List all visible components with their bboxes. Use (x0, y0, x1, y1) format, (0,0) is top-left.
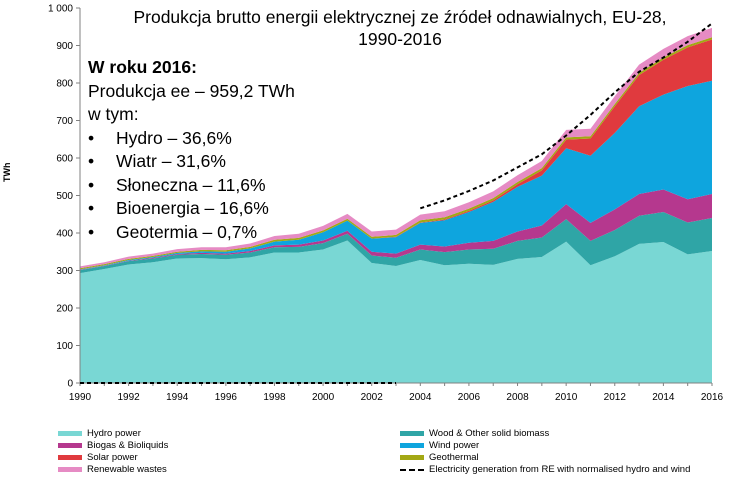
chart-title: Produkcja brutto energii elektrycznej ze… (90, 6, 710, 50)
legend-label: Geothermal (429, 452, 479, 463)
x-tick-label: 1994 (166, 392, 189, 403)
x-tick-label: 1998 (263, 392, 286, 403)
bullet-icon: • (88, 221, 95, 242)
x-tick-label: 2016 (701, 392, 724, 403)
chart-legend: Hydro power Wood & Other solid biomass B… (0, 422, 732, 478)
callout-item: • Geotermia – 0,7% (88, 221, 295, 245)
x-tick-label: 1992 (117, 392, 140, 403)
legend-label: Wind power (429, 440, 480, 451)
callout-item-solar: Słoneczna – 11,6% (116, 174, 266, 195)
legend-entry-renewable-wastes: Renewable wastes (58, 464, 167, 475)
legend-label: Solar power (87, 452, 138, 463)
legend-swatch (58, 467, 82, 472)
y-axis-label: TWh (2, 162, 12, 183)
y-tick-label: 1 000 (48, 4, 73, 15)
callout-item-wind: Wiatr – 31,6% (116, 151, 226, 171)
area-series-0 (80, 240, 712, 383)
x-tick-label: 2000 (312, 392, 335, 403)
y-tick-label: 0 (67, 379, 73, 390)
legend-entry-hydro: Hydro power (58, 428, 141, 439)
callout-item: • Wiatr – 31,6% (88, 150, 295, 174)
x-tick-label: 2008 (506, 392, 529, 403)
legend-label: Hydro power (87, 428, 141, 439)
legend-swatch (58, 443, 82, 448)
callout-item-bioenergy: Bioenergia – 16,6% (116, 198, 269, 218)
legend-entry-geothermal: Geothermal (400, 452, 479, 463)
legend-swatch (400, 455, 424, 460)
bullet-icon: • (88, 198, 95, 218)
area-series-2 (80, 189, 712, 271)
x-tick-label: 2006 (458, 392, 481, 403)
line-series (80, 22, 713, 384)
chart-title-line1: Produkcja brutto energii elektrycznej ze… (133, 7, 667, 27)
area-series-3 (80, 80, 712, 270)
x-tick-label: 2014 (652, 392, 675, 403)
legend-dash (400, 468, 424, 471)
legend-label: Wood & Other solid biomass (429, 428, 550, 439)
legend-label: Renewable wastes (87, 464, 167, 475)
bullet-icon: • (88, 151, 95, 171)
line-series-normalised (419, 22, 713, 210)
callout-total: Produkcja ee – 959,2 TWh (88, 80, 295, 101)
y-tick-label: 600 (56, 154, 73, 165)
stacked-areas (80, 27, 712, 383)
y-tick-label: 900 (56, 41, 73, 52)
x-tick-label: 2004 (409, 392, 432, 403)
callout-item-geothermal: Geotermia – 0,7% (116, 221, 258, 242)
callout-item: • Słoneczna – 11,6% (88, 174, 295, 198)
legend-label: Electricity generation from RE with norm… (429, 464, 691, 475)
y-tick-label: 800 (56, 79, 73, 90)
y-tick-label: 100 (56, 341, 73, 352)
legend-swatch (400, 431, 424, 436)
legend-entry-normalised-line: Electricity generation from RE with norm… (400, 464, 690, 475)
legend-swatch (58, 431, 82, 436)
callout-item: • Hydro – 36,6% (88, 127, 295, 151)
y-tick-label: 200 (56, 304, 73, 315)
y-tick-label: 400 (56, 229, 73, 240)
legend-swatch (58, 455, 82, 460)
legend-swatch (400, 443, 424, 448)
x-tick-label: 1996 (215, 392, 238, 403)
callout-item-hydro: Hydro – 36,6% (116, 127, 232, 148)
x-tick-label: 2002 (361, 392, 384, 403)
y-tick-label: 300 (56, 266, 73, 277)
callout-item: • Bioenergia – 16,6% (88, 197, 295, 221)
y-tick-label: 700 (56, 116, 73, 127)
x-tick-label: 1990 (69, 392, 92, 403)
y-tick-label: 500 (56, 191, 73, 202)
chart-title-line2: 1990-2016 (358, 29, 442, 49)
legend-entry-wood-biomass: Wood & Other solid biomass (400, 428, 549, 439)
x-tick-label: 2010 (555, 392, 578, 403)
callout-heading: W roku 2016: (88, 57, 197, 77)
area-series-1 (80, 212, 712, 274)
callout-including: w tym: (88, 104, 139, 124)
x-tick-label: 2012 (604, 392, 627, 403)
bullet-icon: • (88, 127, 95, 148)
bullet-icon: • (88, 174, 95, 195)
legend-entry-wind: Wind power (400, 440, 479, 451)
summary-callout: W roku 2016: Produkcja ee – 959,2 TWh w … (88, 56, 295, 244)
chart-canvas: 0 100 200 300 400 500 600 700 800 900 1 000 1990 199… (48, 4, 724, 404)
legend-label: Biogas & Bioliquids (87, 440, 169, 451)
legend-entry-solar: Solar power (58, 452, 138, 463)
legend-entry-biogas: Biogas & Bioliquids (58, 440, 168, 451)
